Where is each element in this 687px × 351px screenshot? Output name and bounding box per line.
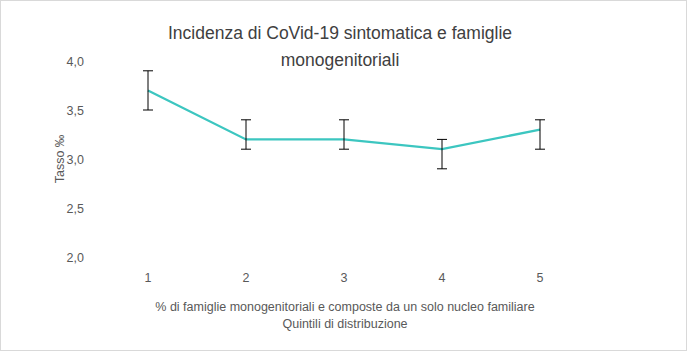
x-tick-label: 1: [145, 271, 152, 285]
x-tick-label: 5: [537, 271, 544, 285]
error-bar: [241, 120, 251, 149]
plot-area: [143, 71, 545, 169]
x-axis-label: Quintili di distribuzione: [282, 317, 407, 331]
chart-title: Incidenza di CoVid-19 sintomatica e fami…: [140, 20, 540, 74]
error-bar: [535, 120, 545, 149]
y-tick-label: 3,0: [67, 153, 84, 167]
x-tick-label: 4: [439, 271, 446, 285]
chart-svg: 2,0 2,5 3,0 3,5 4,0 1 2 3 4 5 Tasso ‰ % di famiglie…: [0, 0, 687, 351]
y-tick-label: 4,0: [67, 55, 84, 69]
y-tick-label: 2,5: [67, 202, 84, 216]
y-tick-label: 3,5: [67, 104, 84, 118]
error-bar: [143, 71, 153, 110]
x-axis-label: % di famiglie monogenitoriali e composte…: [155, 300, 534, 314]
x-tick-label: 3: [341, 271, 348, 285]
y-tick-label: 2,0: [67, 251, 84, 265]
error-bar: [339, 120, 349, 149]
error-bar: [437, 139, 447, 168]
series-line: [148, 90, 540, 149]
x-tick-label: 2: [243, 271, 250, 285]
y-axis-label: Tasso ‰: [53, 134, 67, 183]
